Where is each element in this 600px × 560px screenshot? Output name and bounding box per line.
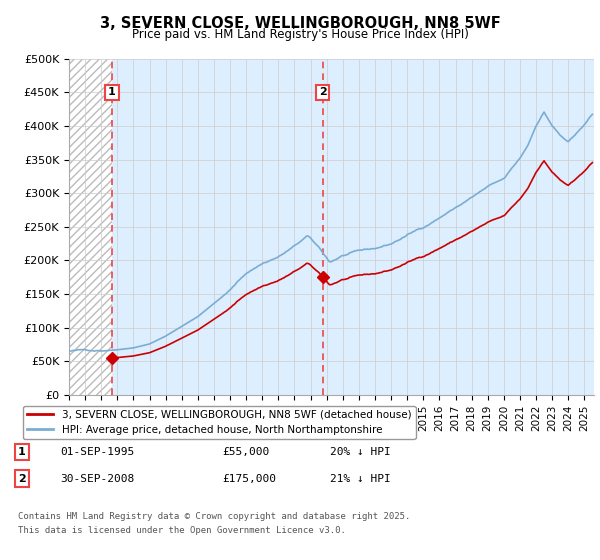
Text: 2: 2	[319, 87, 326, 97]
Text: Price paid vs. HM Land Registry's House Price Index (HPI): Price paid vs. HM Land Registry's House …	[131, 28, 469, 41]
Bar	[69, 59, 112, 395]
Text: 2: 2	[18, 474, 26, 484]
Text: 20% ↓ HPI: 20% ↓ HPI	[330, 447, 391, 457]
Text: 01-SEP-1995: 01-SEP-1995	[60, 447, 134, 457]
Text: 1: 1	[18, 447, 26, 457]
Text: £55,000: £55,000	[222, 447, 269, 457]
Text: Contains HM Land Registry data © Crown copyright and database right 2025.: Contains HM Land Registry data © Crown c…	[18, 512, 410, 521]
Text: 21% ↓ HPI: 21% ↓ HPI	[330, 474, 391, 484]
Text: This data is licensed under the Open Government Licence v3.0.: This data is licensed under the Open Gov…	[18, 526, 346, 535]
Text: 3, SEVERN CLOSE, WELLINGBOROUGH, NN8 5WF: 3, SEVERN CLOSE, WELLINGBOROUGH, NN8 5WF	[100, 16, 500, 31]
Text: £175,000: £175,000	[222, 474, 276, 484]
Text: 30-SEP-2008: 30-SEP-2008	[60, 474, 134, 484]
Text: 1: 1	[108, 87, 116, 97]
Legend: 3, SEVERN CLOSE, WELLINGBOROUGH, NN8 5WF (detached house), HPI: Average price, d: 3, SEVERN CLOSE, WELLINGBOROUGH, NN8 5WF…	[23, 405, 416, 439]
